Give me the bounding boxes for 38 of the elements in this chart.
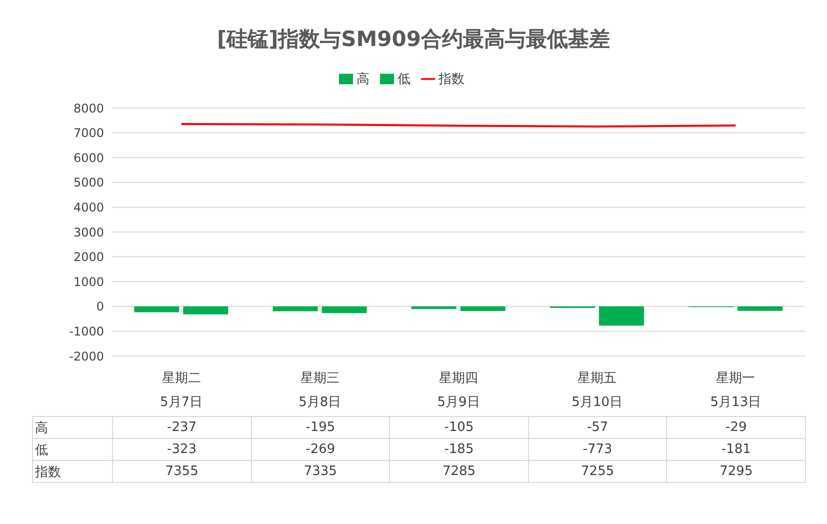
y-tick-label: 5000 <box>73 176 104 190</box>
data-label: -185 <box>390 438 528 460</box>
y-tick-label: 6000 <box>73 150 104 165</box>
y-tick-label: 2000 <box>73 250 104 264</box>
data-label: 7335 <box>251 460 390 482</box>
data-label: -269 <box>251 438 390 460</box>
data-label: -181 <box>666 438 806 460</box>
data-label: -773 <box>528 438 667 460</box>
legend-label: 指数 <box>438 72 464 87</box>
legend-label: 高 <box>356 72 370 87</box>
y-tick-label: -1000 <box>69 324 104 338</box>
data-label: -105 <box>390 416 528 438</box>
x-tick-label: 星期二 5月7日 <box>160 371 203 410</box>
data-label: -57 <box>528 416 667 438</box>
data-label: -195 <box>251 416 390 438</box>
legend-label: 低 <box>398 72 410 87</box>
x-tick-label: 星期三 5月8日 <box>298 371 342 410</box>
y-tick-label: 4000 <box>73 200 104 214</box>
data-label: 7285 <box>390 460 528 482</box>
data-label: 7355 <box>112 460 252 482</box>
data-label: -237 <box>112 416 252 438</box>
data-label: -29 <box>666 416 806 438</box>
y-tick-label: 7000 <box>73 126 104 140</box>
x-tick-label: 星期一 5月13日 <box>710 371 762 410</box>
text: 指数 <box>35 464 61 480</box>
x-tick-label: 星期四 5月9日 <box>437 371 480 410</box>
y-tick-label: 1000 <box>73 274 104 289</box>
text: 高 <box>35 420 48 436</box>
x-tick-label: 星期五 5月10日 <box>572 371 623 410</box>
data-label: 7255 <box>528 460 667 482</box>
y-tick-label: 3000 <box>73 225 104 240</box>
chart-title: [硅锰]指数与SM909合约最高与最低基差 <box>216 26 612 53</box>
data-label: 7295 <box>666 460 806 482</box>
y-tick-label: 8000 <box>73 101 104 116</box>
y-tick-label: 0 <box>96 300 104 314</box>
y-tick-label: -2000 <box>69 349 104 364</box>
text: 低 <box>35 442 48 458</box>
data-label: -323 <box>112 438 252 460</box>
